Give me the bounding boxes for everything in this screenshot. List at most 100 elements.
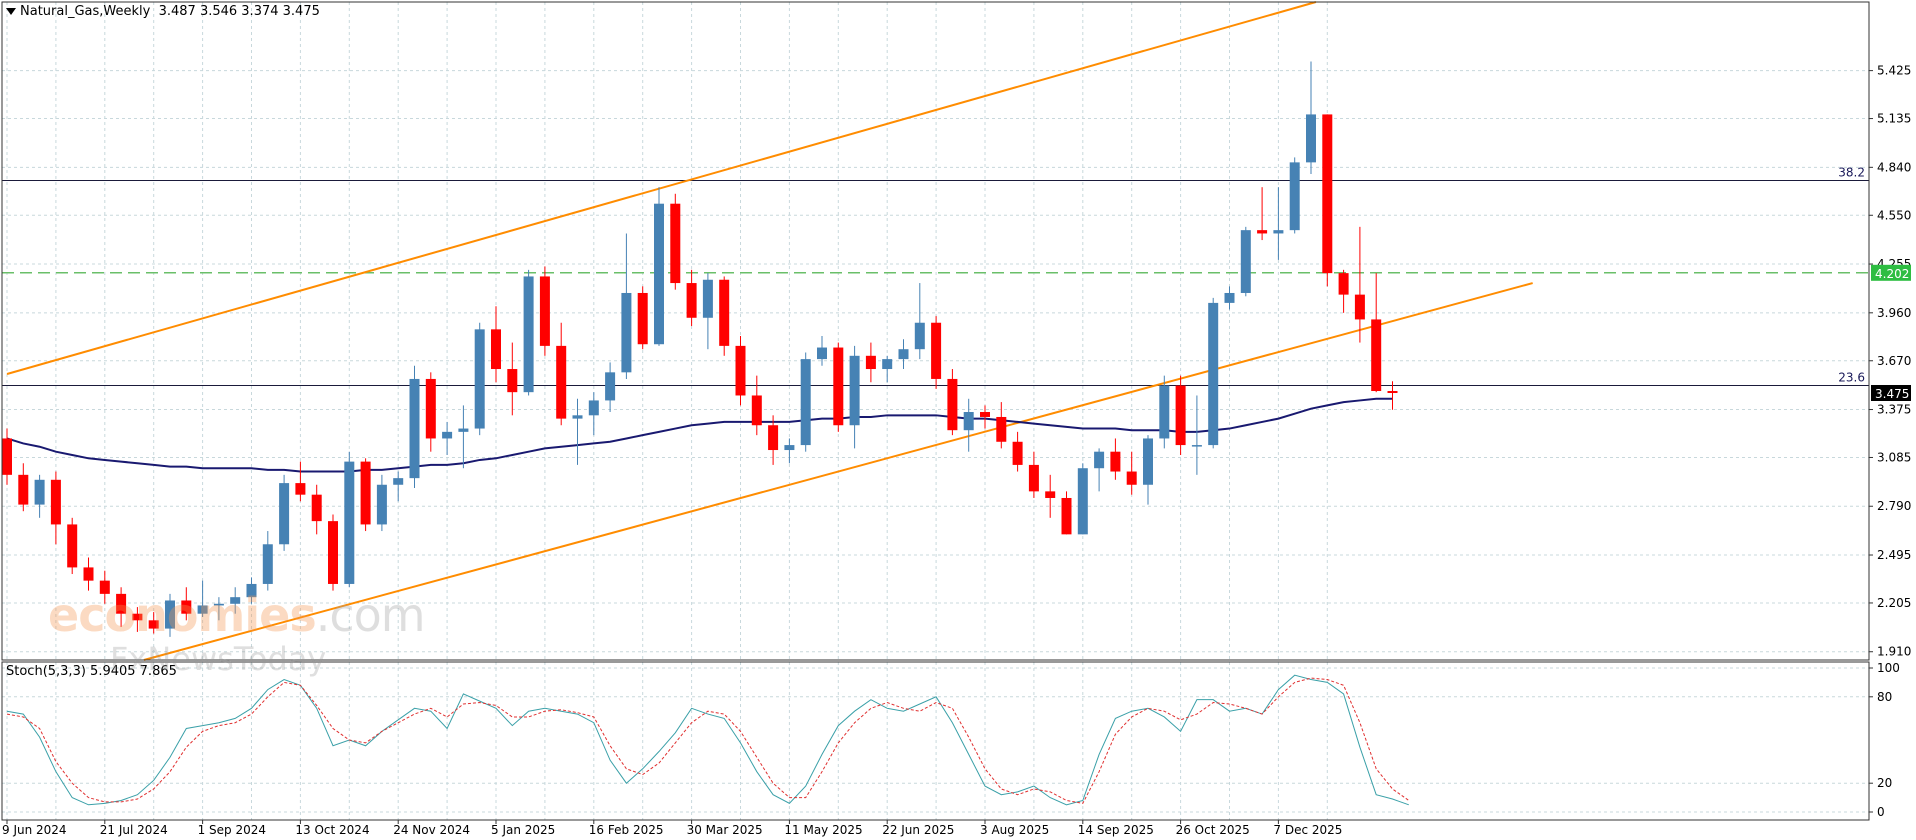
candle <box>1208 297 1219 449</box>
candle <box>1338 269 1349 313</box>
candle-body <box>246 583 257 598</box>
stoch-tick-label: 20 <box>1877 776 1892 790</box>
candle-body <box>719 279 730 346</box>
stoch-main-line <box>6 674 1409 806</box>
candle <box>735 335 746 406</box>
candle-body <box>393 478 404 485</box>
candle-body <box>1012 441 1023 465</box>
candle-body <box>409 378 420 479</box>
candle-body <box>116 593 127 614</box>
candle-body <box>1077 468 1088 535</box>
level-value-4.202: 4.202 <box>1875 267 1909 281</box>
candle-body <box>898 349 909 360</box>
candle-body <box>1257 230 1268 234</box>
candle <box>980 405 990 429</box>
candle <box>442 421 453 455</box>
price-tick-label: 4.840 <box>1877 160 1911 174</box>
candle-body <box>1289 162 1300 231</box>
candle-body <box>262 544 273 584</box>
candle-body <box>523 276 534 393</box>
candle-body <box>621 292 632 373</box>
candle <box>768 415 779 465</box>
candle-body <box>833 347 844 426</box>
trend-channel <box>6 1 1533 661</box>
candle <box>295 461 306 502</box>
candle <box>1159 375 1170 449</box>
candle-body <box>425 378 436 439</box>
collapse-triangle-icon[interactable] <box>6 8 16 15</box>
candle-body <box>556 345 567 419</box>
candle <box>849 345 860 449</box>
candle-body <box>491 329 501 370</box>
candle-body <box>605 372 616 401</box>
candle-body <box>1306 114 1316 163</box>
candle <box>865 342 876 383</box>
time-tick-label: 3 Aug 2025 <box>980 823 1049 837</box>
candle <box>458 405 469 469</box>
candle <box>262 531 273 591</box>
candle-body <box>588 400 599 416</box>
candle <box>181 587 192 621</box>
ohlc-values: 3.487 3.546 3.374 3.475 <box>158 4 320 19</box>
candle <box>1191 395 1202 475</box>
candle <box>947 369 958 436</box>
candle-body <box>474 329 485 429</box>
candle <box>213 597 224 621</box>
candle <box>116 587 127 627</box>
candle-body <box>1191 445 1202 447</box>
price-tick-label: 1.910 <box>1877 645 1911 659</box>
candle <box>1289 157 1300 234</box>
time-tick-label: 24 Nov 2024 <box>393 823 470 837</box>
candle <box>311 484 322 535</box>
channel-line-lower <box>143 282 1533 661</box>
candle <box>654 187 664 346</box>
candle <box>1028 451 1039 498</box>
candle <box>1354 226 1365 343</box>
price-tick-label: 2.205 <box>1877 596 1911 610</box>
candle <box>507 342 518 416</box>
time-tick-label: 1 Sep 2024 <box>198 823 266 837</box>
candle <box>18 463 29 512</box>
candle-body <box>2 438 12 475</box>
candle-body <box>980 412 990 417</box>
candle-body <box>507 369 518 393</box>
candle-body <box>1028 464 1039 492</box>
symbol-label: Natural_Gas,Weekly <box>20 4 151 19</box>
candle-body <box>931 322 942 379</box>
price-tick-label: 3.375 <box>1877 403 1911 417</box>
candle-body <box>572 415 583 419</box>
candle <box>67 517 78 575</box>
candle <box>2 428 12 485</box>
candle <box>197 580 208 618</box>
candle <box>132 607 143 632</box>
candle <box>914 283 925 360</box>
time-tick-label: 11 May 2025 <box>784 823 862 837</box>
candle-body <box>1159 385 1170 439</box>
candle <box>1224 286 1235 310</box>
candle <box>344 451 355 588</box>
stoch-tick-label: 80 <box>1877 690 1892 704</box>
time-tick-label: 21 Jul 2024 <box>100 823 168 837</box>
price-tick-label: 3.085 <box>1877 450 1911 464</box>
candle-body <box>1110 451 1121 472</box>
candle <box>148 612 159 634</box>
stochastic-lines <box>6 674 1410 806</box>
candle-body <box>230 597 241 604</box>
candle <box>246 577 257 604</box>
price-tick-label: 2.495 <box>1877 548 1911 562</box>
candle-body <box>344 461 355 584</box>
time-tick-label: 14 Sep 2025 <box>1078 823 1154 837</box>
candle-body <box>1240 230 1251 293</box>
price-axis[interactable]: 5.4255.1354.8404.5504.2553.9603.6703.375… <box>1869 64 1911 819</box>
candle-body <box>670 203 681 284</box>
candle-body <box>1175 385 1186 446</box>
time-tick-label: 7 Dec 2025 <box>1273 823 1342 837</box>
candle-body <box>654 203 664 345</box>
time-tick-label: 9 Jun 2024 <box>2 823 67 837</box>
candle <box>898 339 909 370</box>
candle <box>1143 435 1153 505</box>
candle-body <box>751 395 762 426</box>
candle <box>328 514 338 591</box>
time-axis[interactable]: 9 Jun 2024 21 Jul 2024 1 Sep 2024 13 Oct 20… <box>2 820 1342 837</box>
